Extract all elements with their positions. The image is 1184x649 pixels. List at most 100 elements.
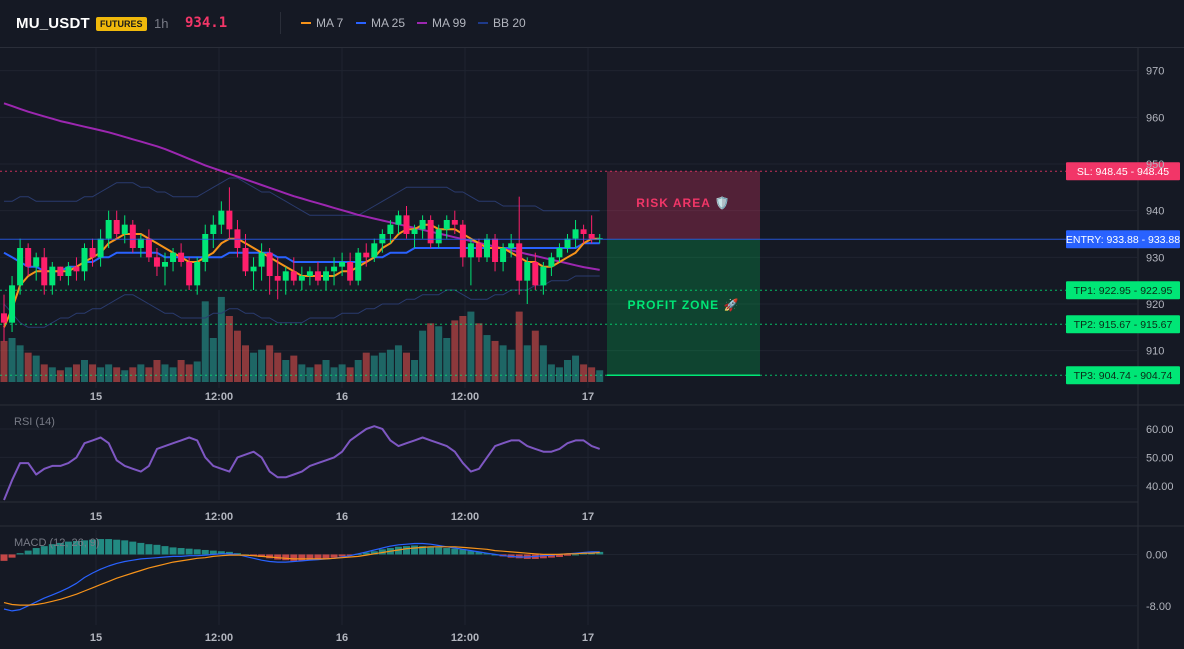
volume-bar xyxy=(24,352,32,382)
candle-body xyxy=(451,220,458,225)
candle-body xyxy=(548,257,555,267)
volume-bar xyxy=(0,340,8,382)
macd-histogram-bar xyxy=(56,542,64,555)
candle-body xyxy=(65,266,72,276)
volume-bar xyxy=(580,364,588,382)
header-divider xyxy=(280,12,281,34)
sl-line-tag xyxy=(1066,162,1180,181)
macd-histogram-bar xyxy=(370,551,378,555)
volume-bar xyxy=(435,326,443,382)
legend-swatch-icon xyxy=(417,22,427,24)
candle-body xyxy=(363,252,370,258)
price-tick-label: 930 xyxy=(1146,252,1164,264)
legend-label: MA 99 xyxy=(432,16,467,30)
candle-body xyxy=(242,248,249,272)
volume-bar xyxy=(56,370,64,382)
volume-bar xyxy=(547,364,555,382)
time-tick-label: 12:00 xyxy=(451,632,479,644)
candle-body xyxy=(170,252,177,262)
candle-body xyxy=(33,257,40,267)
time-tick-label: 17 xyxy=(582,391,594,403)
time-tick-label: 15 xyxy=(90,632,102,644)
macd-histogram-bar xyxy=(129,541,137,555)
legend-ma25[interactable]: MA 25 xyxy=(356,16,405,30)
macd-histogram-bar xyxy=(113,539,121,555)
macd-histogram-bar xyxy=(32,548,40,555)
bollinger-bands xyxy=(3,177,600,328)
legend-label: MA 25 xyxy=(371,16,406,30)
sl-line-label: SL: 948.45 - 948.45 xyxy=(1077,166,1169,178)
candle-body xyxy=(290,271,297,281)
volume-bar xyxy=(233,330,241,382)
volume-bar xyxy=(572,355,580,382)
candle-body xyxy=(153,257,160,267)
volume-bar xyxy=(153,360,161,382)
legend-label: MA 7 xyxy=(316,16,344,30)
entry-line-tag xyxy=(1066,230,1180,249)
trade-zones: RISK AREA 🛡️ PROFIT ZONE 🚀 xyxy=(607,171,760,376)
price-tick-label: 940 xyxy=(1146,206,1164,218)
macd-tick-label: 0.00 xyxy=(1146,549,1167,561)
candle-body xyxy=(572,229,579,239)
rsi-title: RSI (14) xyxy=(14,416,55,428)
macd-histogram-bar xyxy=(0,554,8,561)
timeframe-label[interactable]: 1h xyxy=(154,16,169,31)
time-tick-label: 12:00 xyxy=(205,511,233,523)
macd-histogram-bar xyxy=(193,549,201,555)
candle-body xyxy=(484,238,490,258)
macd-histogram-bar xyxy=(89,539,97,555)
macd-line xyxy=(3,542,600,612)
volume-bar xyxy=(81,360,88,382)
volume-bar xyxy=(427,323,435,382)
candle-body xyxy=(596,238,603,240)
legend-swatch-icon xyxy=(301,22,311,24)
candle-body xyxy=(323,271,329,281)
volume-bar xyxy=(274,352,282,382)
volume-bar xyxy=(193,361,201,382)
macd-histogram-bar xyxy=(346,554,354,556)
macd-histogram-bar xyxy=(97,539,105,555)
macd-histogram-bar xyxy=(435,547,443,555)
candle-body xyxy=(564,238,571,248)
rsi-pane[interactable]: 60.00 50.00 40.00 RSI (14) xyxy=(0,416,1174,503)
volume-bar xyxy=(185,364,193,382)
macd-histogram-bar xyxy=(443,548,451,555)
candle-body xyxy=(162,262,168,267)
rsi-tick-label: 40.00 xyxy=(1146,481,1174,493)
candlesticks[interactable] xyxy=(1,187,603,342)
macd-histogram-bar xyxy=(40,546,48,555)
candle-body xyxy=(41,257,48,286)
candle-body xyxy=(178,252,185,262)
time-tick-label: 12:00 xyxy=(205,391,233,403)
legend-bb20[interactable]: BB 20 xyxy=(478,16,526,30)
candle-body xyxy=(1,313,7,323)
time-tick-label: 17 xyxy=(582,632,594,644)
volume-bar xyxy=(298,364,306,382)
candle-body xyxy=(443,220,450,230)
candle-body xyxy=(202,234,209,262)
candle-body xyxy=(467,243,474,258)
candle-body xyxy=(580,229,587,234)
candle-body xyxy=(250,266,257,272)
candle-body xyxy=(274,276,281,281)
macd-histogram-bar xyxy=(596,551,604,555)
trade-levels: SL: 948.45 - 948.45 ENTRY: 933.88 - 933.8… xyxy=(0,162,1180,385)
candle-body xyxy=(588,234,595,239)
macd-pane[interactable]: 0.00 -8.00 MACD (12, 26, 9) xyxy=(0,537,1171,613)
candle-body xyxy=(17,248,24,286)
symbol-name[interactable]: MU_USDT xyxy=(16,15,90,32)
candle-body xyxy=(113,220,120,234)
tp2-line-tag xyxy=(1066,315,1180,334)
macd-histogram-bar xyxy=(475,551,483,555)
legend-ma99[interactable]: MA 99 xyxy=(417,16,466,30)
legend-ma7[interactable]: MA 7 xyxy=(301,16,343,30)
macd-histogram-bar xyxy=(145,544,153,555)
candle-body xyxy=(57,266,64,276)
tp2-line-label: TP2: 915.67 - 915.67 xyxy=(1074,319,1173,331)
macd-histogram-bar xyxy=(298,554,306,561)
volume-bar xyxy=(129,367,137,382)
price-tick-label: 960 xyxy=(1146,112,1164,124)
volume-bar xyxy=(394,345,402,382)
tp1-line-tag xyxy=(1066,281,1180,300)
